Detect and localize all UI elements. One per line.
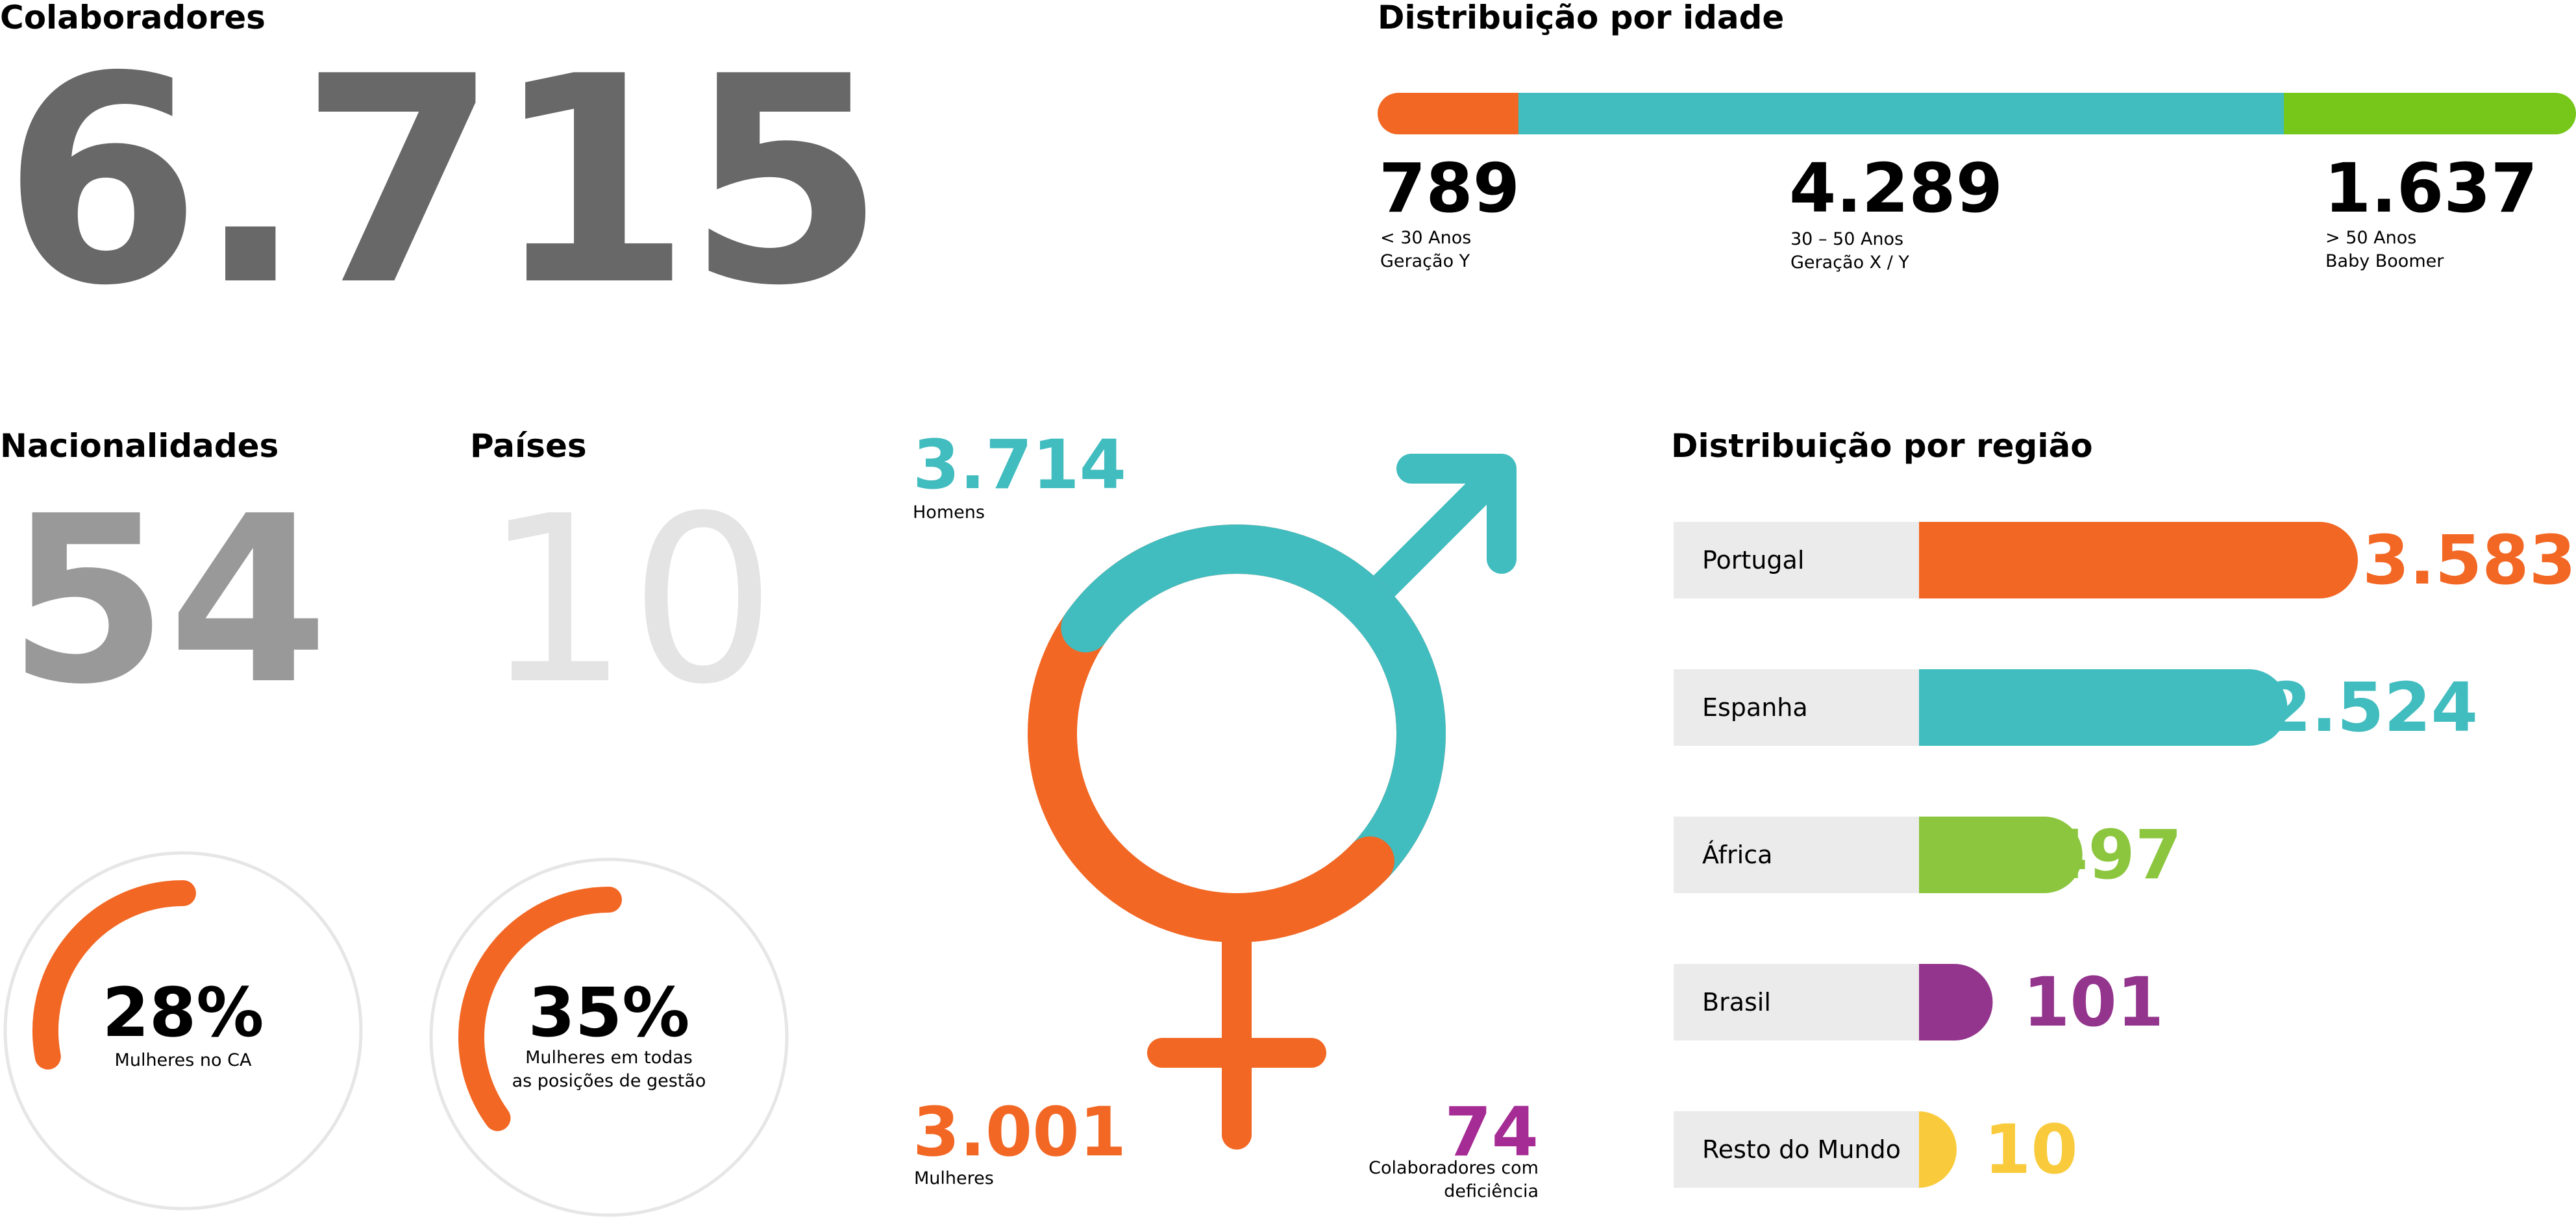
male-arrow-shaft — [1352, 462, 1508, 619]
colaboradores-title: Colaboradores — [0, 0, 266, 36]
gauge-arc — [32, 880, 196, 1070]
mulheres-gestao-value: 35% — [528, 973, 690, 1052]
mulheres-ca-gauge — [3, 851, 363, 1211]
region-label-resto-do-mundo: Resto do Mundo — [1702, 1135, 1901, 1164]
region-label-brasil: Brasil — [1702, 988, 1771, 1016]
mulheres-ca-label: Mulheres no CA — [114, 1050, 252, 1070]
age-label-30to50: Geração X / Y — [1790, 252, 1909, 273]
region-value-brasil: 101 — [2023, 963, 2164, 1042]
region-value-portugal: 3.583 — [2362, 521, 2576, 600]
nacionalidades-value: 54 — [8, 466, 329, 735]
region-row-resto-do-mundo — [1674, 1111, 1919, 1188]
gauge-arc — [458, 887, 622, 1131]
age-label-under30: Geração Y — [1380, 251, 1470, 271]
region-label-portugal: Portugal — [1702, 546, 1805, 574]
homens-label: Homens — [913, 502, 985, 523]
age-range-over50: > 50 Anos — [2325, 228, 2417, 248]
deficiencia-label-line2: deficiência — [1444, 1181, 1539, 1201]
idade-title: Distribuição por idade — [1378, 0, 1785, 36]
region-row-espanha — [1674, 669, 1919, 746]
age-stacked-bar — [1378, 93, 2576, 134]
age-value-30to50: 4.289 — [1789, 149, 2003, 228]
region-row-brasil — [1674, 964, 1919, 1040]
region-value-resto-do-mundo: 10 — [1984, 1110, 2078, 1189]
region-bar-1 — [1919, 669, 2288, 746]
region-label-africa: África — [1702, 841, 1773, 869]
gauge-outline — [3, 851, 363, 1211]
deficiencia-value: 74 — [1444, 1092, 1539, 1172]
gender-ring-overlap — [1317, 836, 1394, 910]
region-row-africa — [1674, 817, 1919, 893]
mulheres-ca-value: 28% — [102, 973, 264, 1052]
region-value-espanha: 2.524 — [2264, 668, 2478, 747]
gender-symbol — [1028, 454, 1517, 1150]
gender-ring-homens — [1061, 524, 1446, 908]
region-value-africa: 497 — [2041, 815, 2183, 894]
paises-value: 10 — [483, 466, 776, 735]
age-bar-segment-2 — [2283, 93, 2576, 134]
mulheres-value: 3.001 — [913, 1092, 1126, 1172]
age-bar-segment-0 — [1378, 93, 1519, 134]
mulheres-label: Mulheres — [914, 1168, 994, 1188]
age-label-over50: Baby Boomer — [2325, 251, 2444, 271]
male-arrow-head — [1396, 454, 1517, 574]
age-range-under30: < 30 Anos — [1380, 228, 1472, 248]
region-row-portugal — [1674, 522, 1919, 598]
region-bar-4 — [1918, 1111, 1957, 1188]
paises-title: Países — [470, 427, 587, 465]
age-range-30to50: 30 – 50 Anos — [1790, 229, 1904, 249]
region-label-espanha: Espanha — [1702, 693, 1808, 722]
age-value-under30: 789 — [1379, 149, 1520, 228]
homens-value: 3.714 — [913, 425, 1126, 504]
deficiencia-label-line1: Colaboradores com — [1368, 1158, 1539, 1178]
mulheres-gestao-label-line2: as posições de gestão — [512, 1071, 706, 1091]
region-bar-3 — [1919, 964, 1993, 1040]
colaboradores-value: 6.715 — [3, 16, 886, 348]
age-value-over50: 1.637 — [2324, 149, 2538, 228]
age-bar-segment-1 — [1518, 93, 2285, 134]
region-bar-0 — [1919, 522, 2358, 598]
regiao-title: Distribuição por região — [1671, 427, 2093, 465]
mulheres-gestao-label-line1: Mulheres em todas — [525, 1048, 693, 1068]
nacionalidades-title: Nacionalidades — [0, 427, 279, 465]
